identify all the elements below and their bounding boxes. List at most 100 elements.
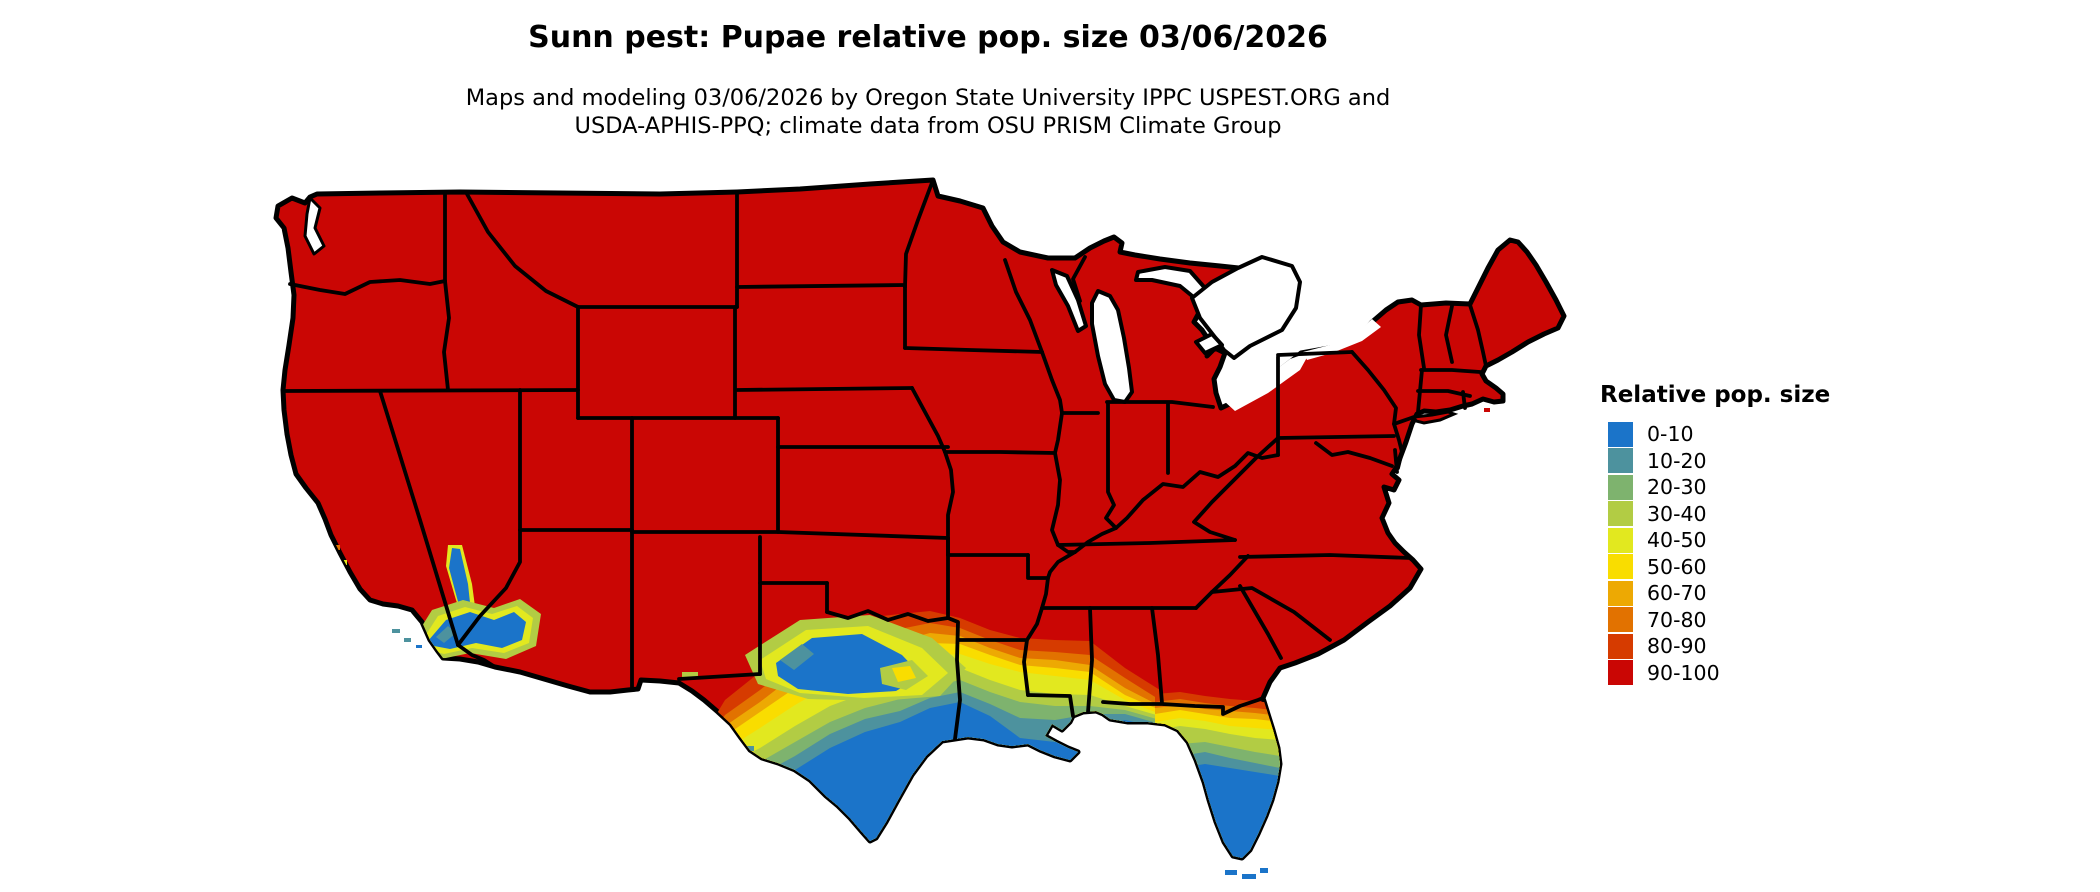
border-ms-al xyxy=(1086,606,1094,714)
legend-swatch-70-80 xyxy=(1608,607,1633,633)
border-bootheel xyxy=(1026,553,1050,580)
border-ca-nv xyxy=(378,389,460,647)
legend-title: Relative pop. size xyxy=(1600,382,1831,408)
subtitle-line-2: USDA-APHIS-PPQ; climate data from OSU PR… xyxy=(574,113,1282,139)
border-ne-ia-river xyxy=(910,386,947,454)
legend-item: 90-100 xyxy=(1600,660,1830,687)
maine-coast-speckle-2 xyxy=(1516,336,1521,340)
page-title: Sunn pest: Pupae relative pop. size 03/0… xyxy=(528,20,1328,55)
border-il-in xyxy=(1104,401,1118,530)
header: Sunn pest: Pupae relative pop. size 03/0… xyxy=(0,20,1856,55)
legend-item: 50-60 xyxy=(1600,554,1830,581)
legend-label: 30-40 xyxy=(1647,501,1707,526)
channel-island-1 xyxy=(392,629,400,633)
subtitle: Maps and modeling 03/06/2026 by Oregon S… xyxy=(0,84,1856,140)
legend-label: 40-50 xyxy=(1647,528,1707,552)
legend-label: 90-100 xyxy=(1647,660,1720,685)
border-mn-ia xyxy=(903,346,1044,354)
legend-label: 70-80 xyxy=(1647,607,1707,632)
rio-grande-fleck xyxy=(682,672,698,678)
border-fl-north xyxy=(1101,696,1265,716)
florida-keys-1 xyxy=(1225,870,1237,875)
border-la-ms-31n xyxy=(1026,693,1075,718)
border-mn-nd xyxy=(903,178,935,289)
border-tn-nc xyxy=(1194,554,1250,610)
legend-swatch-30-40 xyxy=(1608,501,1633,527)
legend-label: 0-10 xyxy=(1647,422,1694,446)
border-42n xyxy=(281,388,580,393)
arizona-patch-inner-yellow xyxy=(892,666,916,682)
border-nd-sd xyxy=(735,283,907,289)
border-mt-id xyxy=(465,192,580,309)
arizona-patch-teal xyxy=(780,644,814,670)
legend-item: 30-40 xyxy=(1600,501,1830,528)
border-mi-south xyxy=(1105,400,1215,409)
offshore-features xyxy=(392,330,1536,879)
border-ct-ri xyxy=(1461,390,1467,410)
border-sd-ne xyxy=(735,386,914,392)
legend-item: 60-70 xyxy=(1600,580,1830,607)
legend-label: 20-30 xyxy=(1647,475,1707,499)
legend-item: 80-90 xyxy=(1600,633,1830,660)
legend-item: 10-20 xyxy=(1600,448,1830,475)
border-wv-va xyxy=(1192,436,1280,542)
border-pa-ny xyxy=(1276,350,1354,357)
legend-label: 60-70 xyxy=(1647,581,1707,605)
border-mississippi-bootheel xyxy=(1022,550,1077,697)
legend-swatch-50-60 xyxy=(1608,554,1633,580)
big-bend-fleck xyxy=(746,746,754,751)
socal-patch-teal xyxy=(436,626,456,643)
florida-keys-2 xyxy=(1242,874,1256,879)
border-ma-north xyxy=(1419,368,1482,374)
border-red-river xyxy=(825,609,950,623)
border-ia-mo xyxy=(943,450,1057,455)
border-va-nc xyxy=(1238,553,1412,560)
border-mn-wi xyxy=(1003,258,1044,354)
legend-swatch-10-20 xyxy=(1608,448,1633,474)
border-wi-mi-up xyxy=(1071,255,1087,303)
long-island xyxy=(1411,410,1459,425)
legend-item: 20-30 xyxy=(1600,474,1830,501)
legend-swatch-0-10 xyxy=(1608,421,1633,447)
legend-swatch-20-30 xyxy=(1608,474,1633,500)
legend-label: 10-20 xyxy=(1647,448,1707,473)
puget-sound xyxy=(303,196,326,256)
border-tx-nm-32n xyxy=(677,672,762,681)
border-al-ga xyxy=(1150,606,1164,705)
border-nh-me xyxy=(1468,303,1488,368)
border-or-id xyxy=(442,279,451,392)
maine-coast-speckle-1 xyxy=(1500,330,1505,334)
border-ga-sc xyxy=(1238,584,1283,660)
legend: Relative pop. size 0-10 10-20 20-30 30-4… xyxy=(1600,382,1830,686)
border-tx-ar-la xyxy=(946,616,962,741)
legend-item: 40-50 xyxy=(1600,527,1830,554)
lake-ontario xyxy=(1303,319,1381,360)
border-ky-tn xyxy=(1056,538,1237,547)
green-bay xyxy=(1050,268,1088,333)
florida-keys-3 xyxy=(1260,868,1268,873)
maine-coast-speckle-3 xyxy=(1532,330,1536,334)
state-borders xyxy=(281,178,1488,741)
legend-swatch-80-90 xyxy=(1608,633,1633,659)
nantucket-speckle xyxy=(1484,408,1490,412)
saginaw-bay xyxy=(1194,332,1224,355)
border-ohio-river xyxy=(1073,451,1280,554)
lakes xyxy=(303,196,1381,411)
border-ca-az xyxy=(456,643,497,669)
lake-erie xyxy=(1224,352,1310,411)
subtitle-line-1: Maps and modeling 03/06/2026 by Oregon S… xyxy=(465,85,1391,111)
border-pa-md xyxy=(1276,434,1396,440)
legend-swatch-60-70 xyxy=(1608,580,1633,606)
legend-swatch-90-100 xyxy=(1608,660,1633,686)
legend-label: 80-90 xyxy=(1647,634,1707,658)
border-vt-nh xyxy=(1444,304,1454,364)
legend-item: 0-10 xyxy=(1600,421,1830,448)
border-ny-nj xyxy=(1392,415,1416,426)
legend-item: 70-80 xyxy=(1600,607,1830,634)
border-md-de xyxy=(1393,448,1399,474)
border-nc-sc xyxy=(1210,586,1332,642)
channel-island-2 xyxy=(404,638,411,642)
border-va-md-potomac xyxy=(1314,441,1394,468)
